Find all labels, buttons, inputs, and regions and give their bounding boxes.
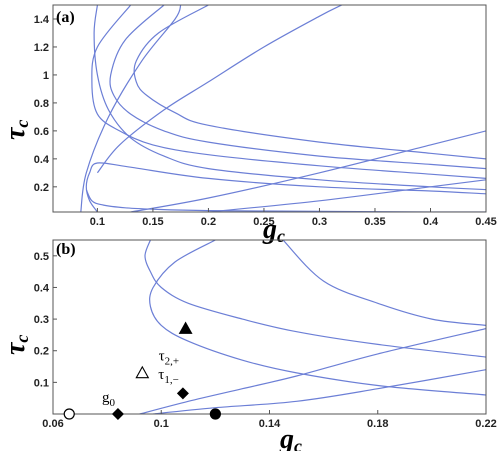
panel-b-y-tick-label: 0.4 xyxy=(34,282,50,294)
panel-a-x-tick-label: 0.15 xyxy=(142,216,163,228)
panel-b-curve-5 xyxy=(153,369,486,414)
panel-b-x-ticks: 0.06 0.1 0.14 0.18 0.22 xyxy=(42,410,497,430)
panel-b: 0.06 0.1 0.14 0.18 0.22 0.1 0.2 0.3 0.4 0.5 g0 τ1… xyxy=(0,239,497,451)
marker-diamond-filled-1 xyxy=(111,408,124,420)
panel-b-markers: g0 τ1,−τ2,+ xyxy=(63,321,221,420)
panel-a-x-tick-label: 0.2 xyxy=(201,216,216,228)
panel-a-curve-8 xyxy=(96,5,342,174)
panel-a-x-tick-label: 0.3 xyxy=(312,216,327,228)
marker-label-1: g0 xyxy=(102,390,116,409)
marker-circle-open-0 xyxy=(63,408,75,420)
panel-b-x-tick-label: 0.06 xyxy=(42,418,63,430)
panel-b-y-tick-label: 0.5 xyxy=(34,251,49,263)
panel-a: 0.1 0.15 0.2 0.25 0.3 0.35 0.4 0.45 0.20.40.60.… xyxy=(0,4,497,246)
panel-b-label: (b) xyxy=(56,241,76,258)
panel-a-y-axis-title: τc xyxy=(0,120,32,140)
panel-a-curve-4 xyxy=(91,5,486,179)
panel-a-x-tick-label: 0.4 xyxy=(423,216,439,228)
panel-b-x-tick-label: 0.18 xyxy=(367,418,388,430)
panel-a-y-ticks: 0.2 0.4 0.6 0.8 1 1.2 1.4 xyxy=(34,14,57,194)
panel-b-frame xyxy=(52,239,487,415)
panel-a-y-tick-label: 0.2 xyxy=(34,182,49,194)
panel-a-y-tick-label: 1.2 xyxy=(34,42,49,54)
panel-a-curve-5 xyxy=(109,5,486,170)
panel-a-y-tick-label: 0.4 xyxy=(34,154,50,166)
panel-a-y-tick-label: 0.6 xyxy=(34,126,49,138)
panel-a-x-tick-label: 0.45 xyxy=(475,216,496,228)
panel-a-curve-10 xyxy=(208,179,486,212)
panel-a-x-tick-label: 0.1 xyxy=(90,216,105,228)
panel-b-y-tick-label: 0.1 xyxy=(34,377,49,389)
panel-a-y-tick-label: 0.8 xyxy=(34,98,49,110)
panel-a-y-tick-label: 1 xyxy=(43,70,49,82)
panel-a-x-ticks: 0.1 0.15 0.2 0.25 0.3 0.35 0.4 0.45 xyxy=(90,208,497,228)
panel-a-curve-7 xyxy=(80,5,182,212)
panel-b-y-tick-label: 0.2 xyxy=(34,346,49,358)
panel-a-x-tick-label: 0.35 xyxy=(364,216,385,228)
panel-b-x-tick-label: 0.14 xyxy=(259,418,281,430)
panel-b-y-ticks: 0.1 0.2 0.3 0.4 0.5 xyxy=(34,251,57,389)
panel-a-curve-1 xyxy=(85,189,486,212)
panel-b-y-tick-label: 0.3 xyxy=(34,314,49,326)
panel-a-x-axis-title: gc xyxy=(262,214,285,246)
panel-a-y-tick-label: 1.4 xyxy=(34,14,50,26)
marker-label-5: τ2,+ xyxy=(159,349,180,368)
marker-label-4: τ1,− xyxy=(158,367,179,386)
panel-b-x-tick-label: 0.1 xyxy=(154,418,169,430)
panel-b-y-axis-title: τc xyxy=(0,335,32,355)
panel-a-curve-3 xyxy=(85,162,486,212)
panel-b-x-axis-title: gc xyxy=(279,424,302,451)
panel-b-curve-2 xyxy=(144,240,486,358)
panel-b-curves xyxy=(139,240,486,414)
panel-a-label: (a) xyxy=(56,9,75,26)
panel-b-x-tick-label: 0.22 xyxy=(475,418,496,430)
marker-diamond-filled-3 xyxy=(176,387,189,400)
marker-circle-filled-2 xyxy=(209,408,221,420)
panel-b-curve-4 xyxy=(139,328,486,414)
panel-a-frame xyxy=(52,4,487,213)
panel-b-curve-3 xyxy=(282,240,486,326)
marker-triangle-open-4 xyxy=(135,365,150,379)
panel-a-curve-9 xyxy=(130,130,486,212)
panel-a-curve-2 xyxy=(93,5,486,191)
panel-a-curves xyxy=(80,5,486,212)
marker-triangle-filled-5 xyxy=(178,321,193,334)
panel-b-curve-1 xyxy=(149,240,486,396)
panel-a-curve-6 xyxy=(133,5,486,160)
panel-a-x-tick-label: 0.25 xyxy=(253,216,274,228)
